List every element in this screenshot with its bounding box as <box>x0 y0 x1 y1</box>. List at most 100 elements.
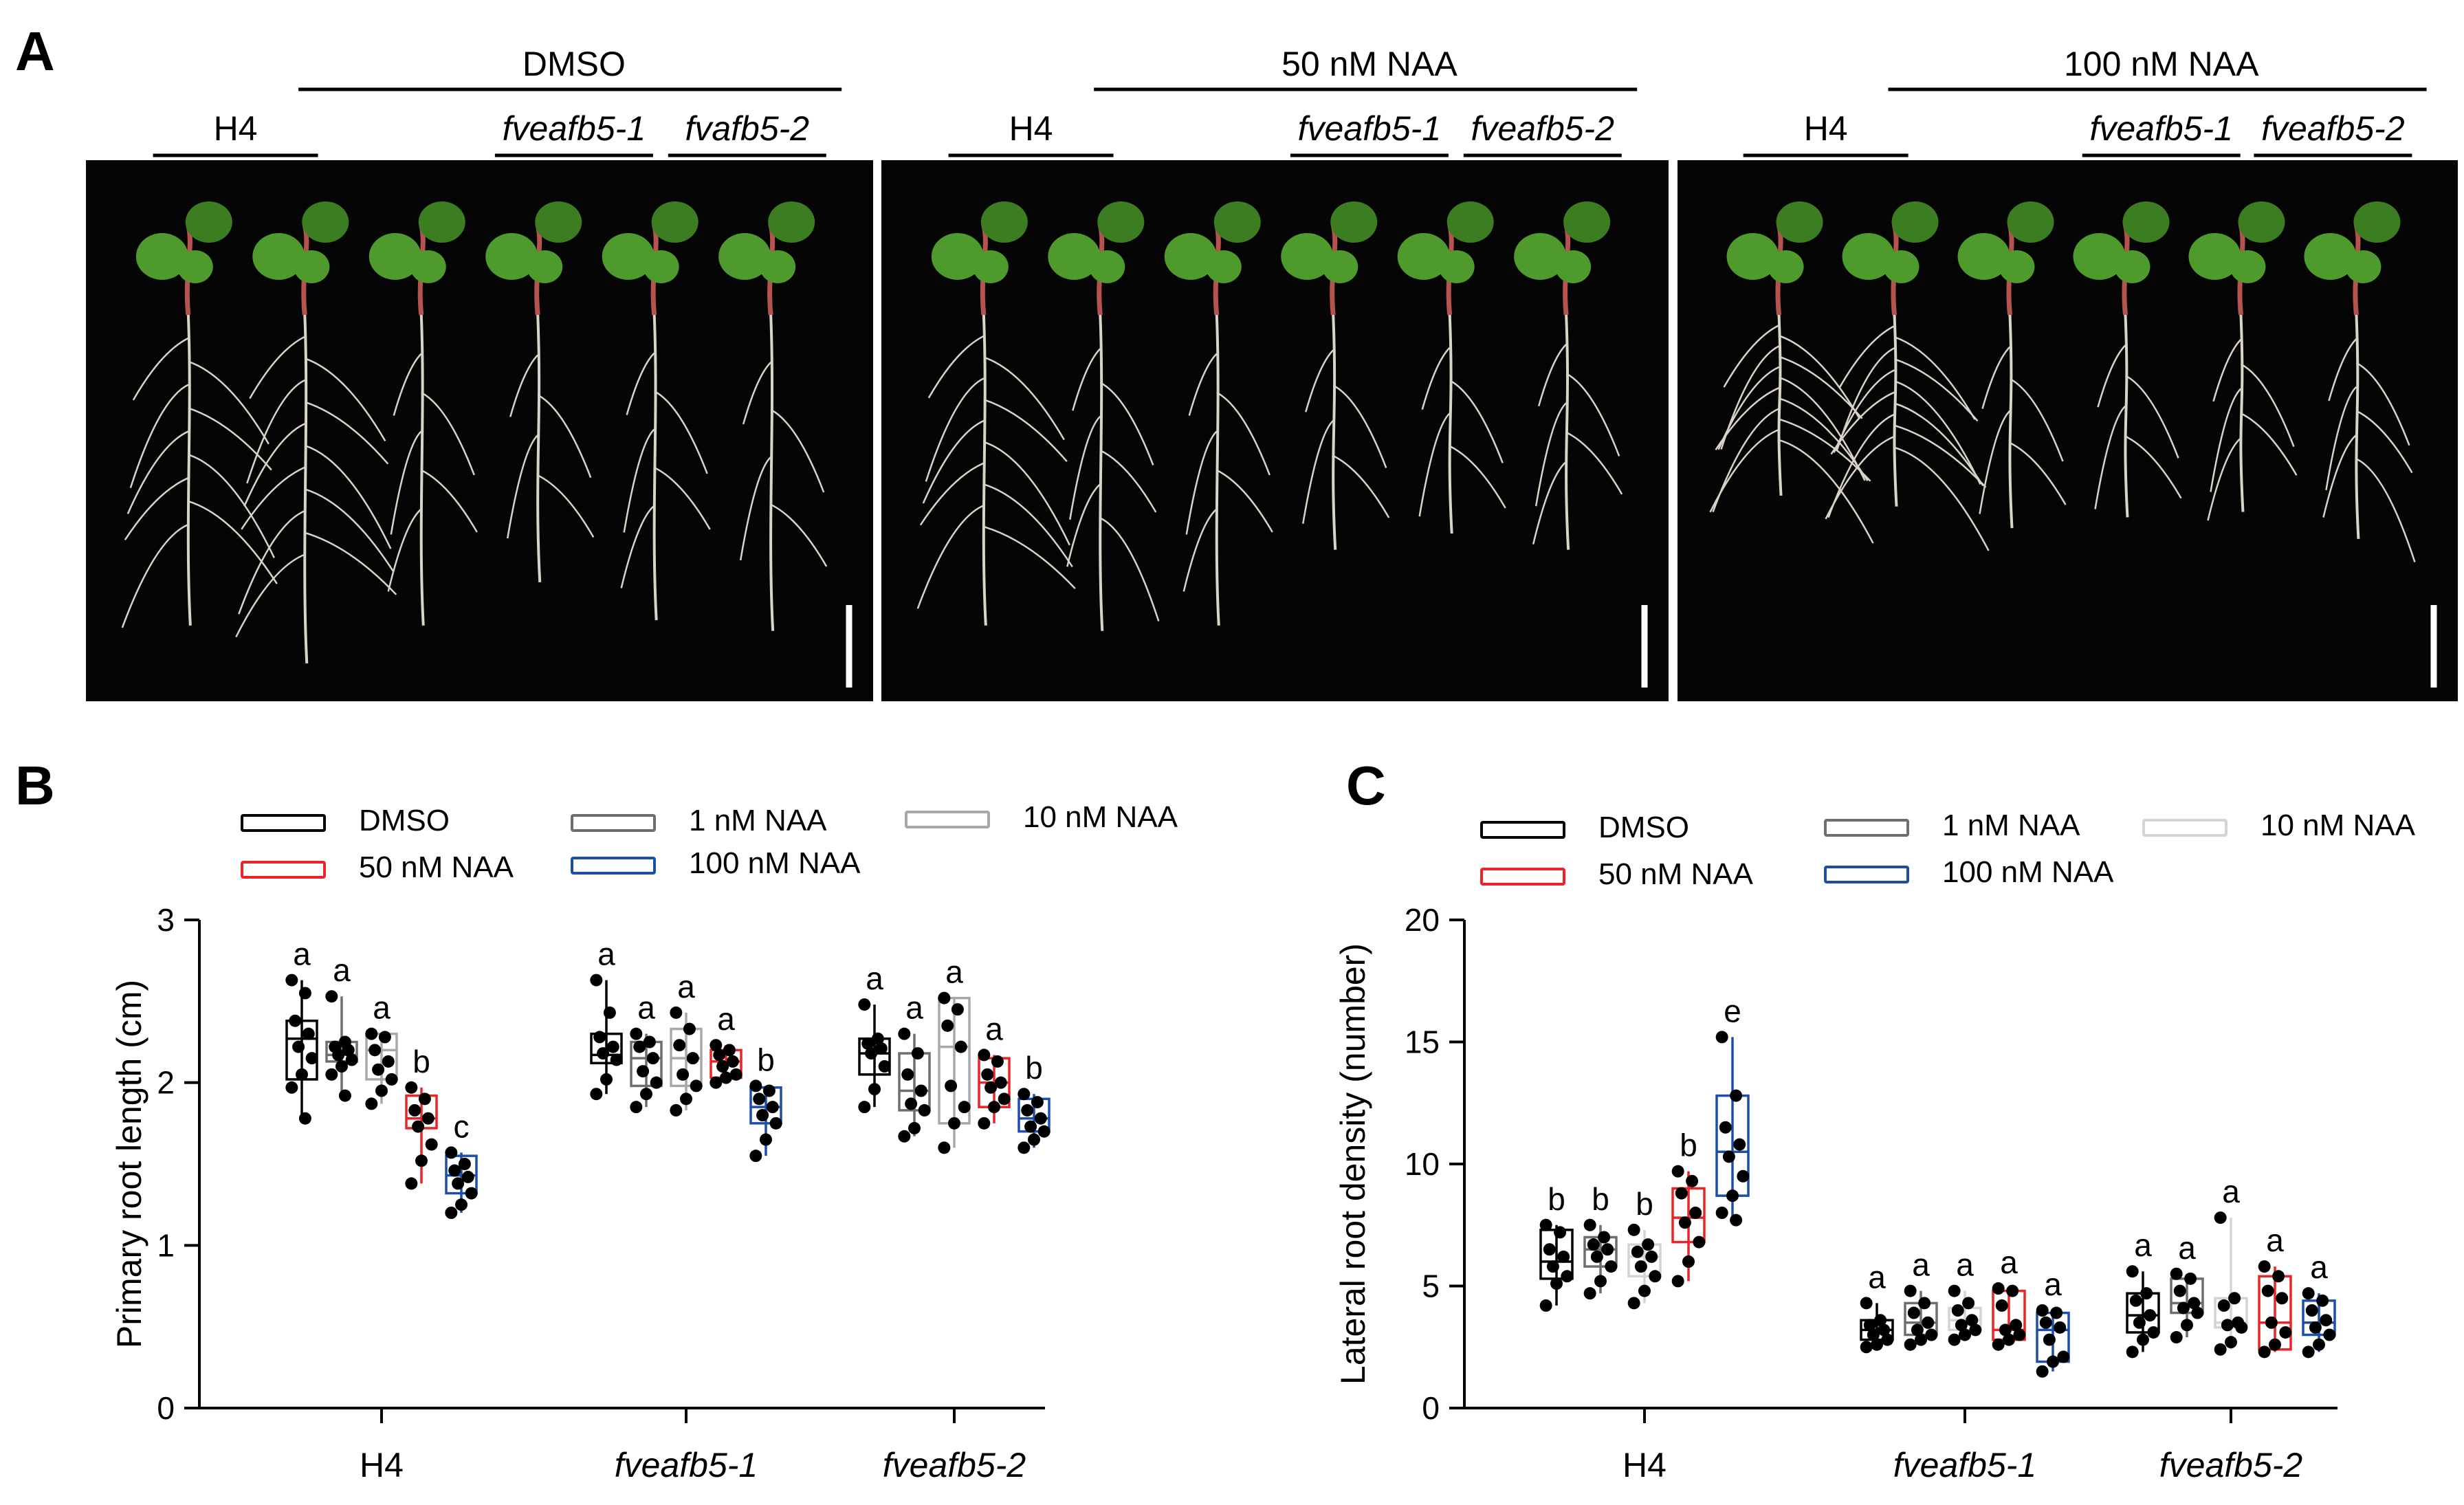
data-point <box>418 1092 431 1106</box>
data-point <box>941 1019 954 1032</box>
data-point <box>338 1089 351 1102</box>
lateral-root <box>1894 446 1990 551</box>
data-point <box>978 1117 991 1130</box>
data-point <box>2057 1350 2070 1363</box>
data-point <box>2013 1328 2026 1341</box>
primary-root <box>1448 314 1453 534</box>
box-10-nm-naa-fveafb5-1: a <box>1948 1247 1982 1346</box>
box-1-nm-naa-fveafb5-2: a <box>898 990 931 1143</box>
lateral-root <box>1565 373 1620 457</box>
data-point <box>421 1112 434 1125</box>
lateral-root <box>1301 419 1334 524</box>
lateral-root <box>1099 517 1160 622</box>
data-point <box>954 1040 967 1053</box>
seedling <box>1825 201 1990 551</box>
data-point <box>1634 1260 1647 1273</box>
y-axis: 0 1 2 3 Primary root length (cm) <box>110 902 201 1426</box>
data-point <box>1539 1299 1552 1312</box>
data-point <box>1969 1323 1982 1337</box>
lateral-root <box>1532 461 1567 545</box>
data-point <box>1922 1316 1935 1329</box>
data-point <box>610 1053 623 1066</box>
data-point <box>455 1198 468 1211</box>
data-point <box>1911 1323 1924 1337</box>
lateral-root <box>623 428 655 533</box>
leaf <box>2304 233 2357 280</box>
genotype-label: fvafb5-2 <box>685 109 809 148</box>
box-1-nm-naa-fveafb5-1: a <box>630 990 663 1114</box>
leaf <box>1555 250 1592 283</box>
data-point <box>905 1097 918 1110</box>
significance-letter: a <box>293 936 311 972</box>
data-point <box>2126 1345 2139 1359</box>
lateral-root <box>1099 449 1157 513</box>
data-point <box>1860 1297 1873 1310</box>
seedling <box>368 201 478 626</box>
lateral-root <box>1537 343 1568 407</box>
data-point <box>325 1068 338 1081</box>
primary-root <box>2124 314 2129 518</box>
primary-root-length-chart: DMSO 1 nM NAA 10 nM NAA 50 nM NAA 100 nM NAA… <box>110 800 1178 1484</box>
data-point <box>1962 1297 1975 1310</box>
data-point <box>2214 1211 2227 1224</box>
data-point <box>382 1055 395 1068</box>
data-point <box>991 1055 1004 1068</box>
data-point <box>2276 1292 2289 1305</box>
box-50-nm-naa-fveafb5-1: a <box>1992 1244 2026 1351</box>
data-point <box>720 1071 732 1084</box>
data-point <box>1539 1218 1552 1231</box>
lateral-root <box>983 399 1068 463</box>
data-point <box>726 1055 739 1068</box>
box-10-nm-naa-fveafb5-2: a <box>2214 1174 2248 1356</box>
lateral-root <box>1894 424 1987 488</box>
leaf <box>135 233 188 280</box>
y-tick-label: 5 <box>1422 1268 1440 1304</box>
data-point <box>1605 1260 1618 1273</box>
data-point <box>673 1039 686 1052</box>
data-point <box>874 1042 888 1055</box>
data-point <box>296 1068 308 1081</box>
lateral-root <box>1072 348 1101 411</box>
data-point <box>461 1170 474 1183</box>
seedling <box>1281 201 1390 550</box>
significance-letter: b <box>1592 1181 1609 1217</box>
data-point <box>405 1177 418 1190</box>
lateral-root <box>1779 335 1860 419</box>
genotype-label: fveafb5-2 <box>2261 109 2405 148</box>
x-tick-label: fveafb5-1 <box>615 1446 758 1484</box>
leaf <box>1768 250 1804 283</box>
data-point <box>951 1003 964 1016</box>
box-1-nm-naa-fveafb5-2: a <box>2170 1230 2204 1344</box>
data-point <box>1874 1314 1887 1327</box>
data-point <box>445 1146 458 1159</box>
primary-root <box>1893 314 1898 507</box>
lateral-root <box>626 352 655 415</box>
lateral-root <box>1825 435 1895 520</box>
data-point <box>858 998 871 1011</box>
data-point <box>1904 1338 1917 1351</box>
data-point <box>2147 1326 2160 1339</box>
lateral-root <box>2355 458 2416 562</box>
leaf <box>1330 201 1378 243</box>
data-point <box>2217 1299 2230 1312</box>
data-point <box>2133 1316 2146 1329</box>
lateral-root <box>2210 388 2242 492</box>
data-point <box>978 1048 991 1062</box>
legend-label: 10 nM NAA <box>2260 809 2416 842</box>
data-point <box>445 1207 458 1219</box>
leaf <box>535 201 582 243</box>
data-point <box>408 1103 421 1117</box>
data-point <box>2173 1284 2186 1297</box>
legend-item-100-nm-naa: 100 nM NAA <box>1824 855 2114 889</box>
data-point <box>690 1079 703 1092</box>
x-axis: H4 fveafb5-1 fveafb5-2 <box>1464 1407 2338 1484</box>
leaf <box>718 233 771 280</box>
leaf <box>1999 250 2035 283</box>
lateral-root <box>2355 362 2410 446</box>
y-tick-label: 0 <box>157 1390 175 1426</box>
leaf <box>1446 201 1494 243</box>
data-point <box>670 1103 683 1117</box>
data-point <box>2279 1326 2292 1339</box>
data-point <box>878 1060 891 1073</box>
lateral-root <box>1838 325 1895 388</box>
